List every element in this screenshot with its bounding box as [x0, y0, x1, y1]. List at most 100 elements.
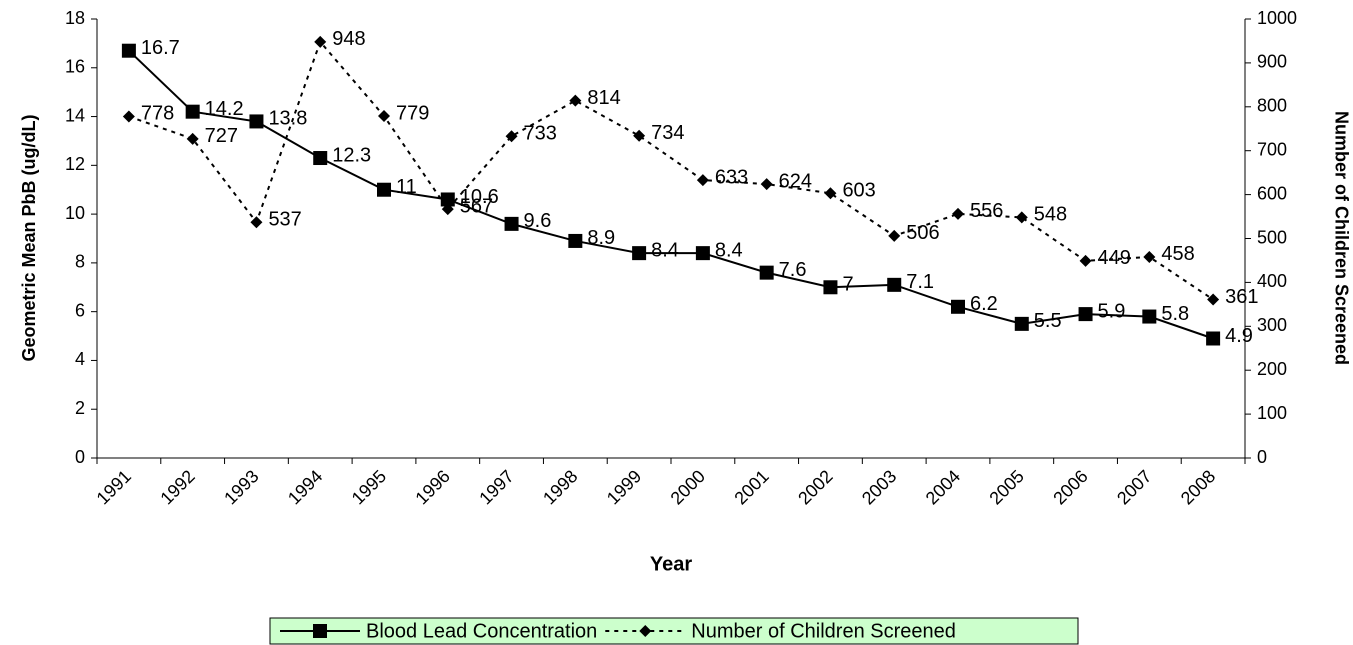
- y-tick-label: 12: [65, 154, 85, 174]
- point: [121, 43, 136, 58]
- data-label: 603: [842, 180, 875, 202]
- y2-tick-label: 600: [1257, 183, 1287, 203]
- point: [888, 229, 901, 242]
- x-tick-label: 1992: [156, 466, 198, 508]
- y2-tick-label: 300: [1257, 315, 1287, 335]
- point: [1078, 307, 1093, 322]
- y2-axis-title: Number of Children Screened: [1331, 111, 1351, 365]
- point: [759, 265, 774, 280]
- point: [505, 130, 518, 143]
- data-label: 4.9: [1225, 325, 1253, 347]
- y2-tick-label: 400: [1257, 271, 1287, 291]
- data-label: 7.1: [906, 271, 934, 293]
- point: [951, 299, 965, 314]
- point: [249, 114, 264, 129]
- y-tick-label: 14: [65, 105, 85, 125]
- y2-tick-label: 100: [1257, 403, 1287, 423]
- point: [1206, 331, 1221, 346]
- y-axis-title: Geometric Mean PbB (ug/dL): [19, 114, 39, 361]
- data-label: 10.6: [460, 186, 499, 208]
- x-tick-label: 1994: [284, 466, 326, 508]
- y-tick-label: 18: [65, 8, 85, 28]
- data-label: 779: [396, 102, 429, 124]
- y2-tick-label: 1000: [1257, 8, 1297, 28]
- point: [122, 110, 135, 123]
- x-tick-label: 1991: [93, 466, 135, 508]
- data-label: 633: [715, 166, 748, 188]
- point: [823, 280, 838, 295]
- point: [441, 203, 454, 216]
- data-label: 556: [970, 200, 1003, 222]
- y-tick-label: 8: [75, 252, 85, 272]
- point: [568, 233, 583, 248]
- y-tick-label: 0: [75, 447, 85, 467]
- point: [1143, 250, 1156, 263]
- y2-tick-label: 900: [1257, 52, 1287, 72]
- x-axis-title: Year: [650, 553, 692, 575]
- data-label: 727: [205, 125, 238, 147]
- legend-label: Number of Children Screened: [691, 620, 956, 642]
- data-label: 7.6: [779, 259, 807, 281]
- point: [695, 246, 710, 261]
- data-label: 624: [779, 170, 812, 192]
- y2-tick-label: 200: [1257, 359, 1287, 379]
- point: [824, 187, 837, 200]
- point: [314, 35, 327, 48]
- y-tick-label: 6: [75, 300, 85, 320]
- x-tick-label: 2000: [667, 466, 709, 508]
- data-label: 12.3: [332, 144, 371, 166]
- series-line: [128, 39, 1214, 301]
- data-label: 16.7: [141, 37, 180, 59]
- point: [887, 277, 902, 292]
- point: [504, 216, 519, 231]
- point: [250, 216, 263, 229]
- y-tick-label: 10: [65, 203, 85, 223]
- legend-marker: [313, 624, 327, 638]
- data-label: 361: [1225, 286, 1258, 308]
- point: [569, 94, 582, 107]
- data-label: 506: [906, 222, 939, 244]
- data-label: 733: [524, 122, 557, 144]
- data-label: 11: [396, 176, 417, 198]
- x-tick-label: 1997: [475, 466, 517, 508]
- data-label: 7: [842, 274, 853, 296]
- x-tick-label: 1999: [603, 466, 645, 508]
- legend-marker: [639, 625, 652, 637]
- x-tick-label: 1995: [348, 466, 390, 508]
- y-tick-label: 16: [65, 57, 85, 77]
- point: [1014, 316, 1029, 331]
- data-label: 8.4: [651, 239, 679, 261]
- data-label: 5.5: [1034, 310, 1062, 332]
- x-tick-label: 2004: [922, 466, 964, 508]
- legend: [269, 617, 1079, 645]
- data-label: 449: [1098, 247, 1131, 269]
- point: [952, 207, 964, 220]
- y-tick-label: 2: [75, 398, 85, 418]
- data-label: 8.9: [587, 227, 615, 249]
- data-label: 6.2: [970, 293, 998, 315]
- data-label: 5.9: [1098, 300, 1126, 322]
- data-label: 567: [460, 195, 493, 217]
- x-tick-label: 1996: [412, 466, 454, 508]
- point: [760, 178, 773, 191]
- point: [377, 182, 391, 197]
- data-label: 5.8: [1161, 303, 1189, 325]
- point: [1079, 254, 1092, 267]
- point: [185, 104, 200, 119]
- x-tick-label: 2008: [1177, 466, 1219, 508]
- data-label: 778: [141, 103, 174, 125]
- data-label: 458: [1161, 243, 1194, 265]
- point: [1015, 211, 1028, 224]
- x-tick-label: 2007: [1113, 466, 1155, 508]
- data-label: 14.2: [205, 98, 244, 120]
- point: [632, 246, 647, 261]
- x-tick-label: 1993: [220, 466, 262, 508]
- x-tick-label: 2005: [986, 466, 1028, 508]
- legend-label: Blood Lead Concentration: [366, 620, 597, 642]
- data-label: 8.4: [715, 239, 743, 261]
- point: [1207, 293, 1220, 306]
- data-label: 734: [651, 122, 684, 144]
- y2-tick-label: 0: [1257, 447, 1267, 467]
- point: [696, 174, 709, 187]
- point: [633, 129, 646, 142]
